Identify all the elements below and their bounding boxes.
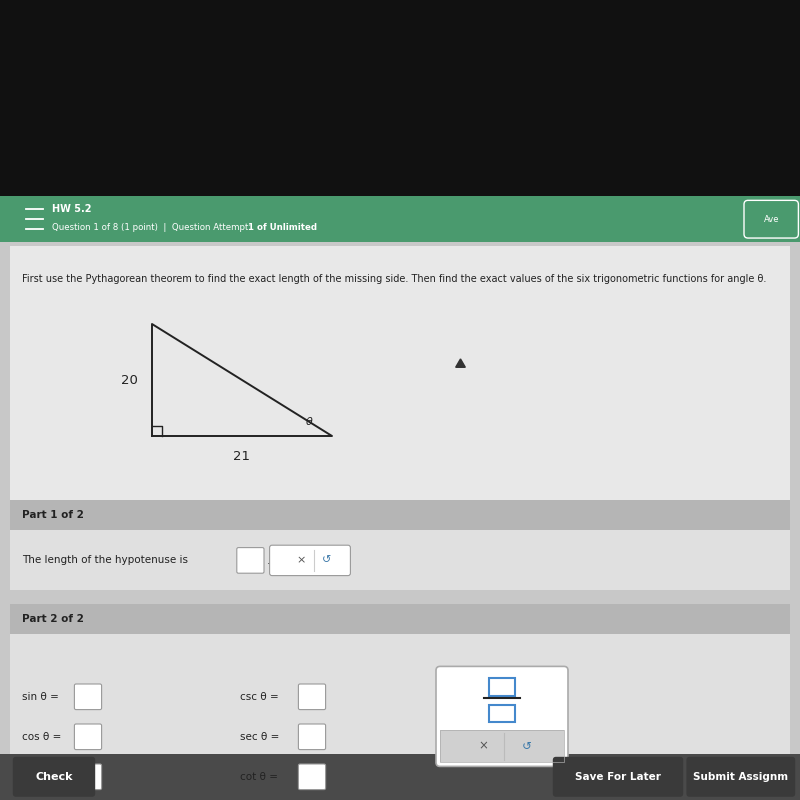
Text: ×: × bbox=[296, 555, 306, 566]
FancyBboxPatch shape bbox=[13, 757, 95, 797]
Bar bbox=[10, 604, 790, 634]
Bar bbox=[0, 754, 800, 800]
FancyBboxPatch shape bbox=[553, 757, 683, 797]
Bar bbox=[440, 730, 564, 762]
Text: Part 2 of 2: Part 2 of 2 bbox=[22, 614, 83, 624]
Text: θ: θ bbox=[306, 417, 313, 426]
Text: Submit Assignm: Submit Assignm bbox=[694, 772, 788, 782]
FancyBboxPatch shape bbox=[298, 684, 326, 710]
FancyBboxPatch shape bbox=[298, 724, 326, 750]
Text: 21: 21 bbox=[234, 450, 250, 462]
Bar bbox=[0, 0, 800, 196]
FancyBboxPatch shape bbox=[237, 547, 264, 573]
Bar bbox=[440, 730, 564, 762]
Text: cos θ =: cos θ = bbox=[22, 732, 61, 742]
Text: ↺: ↺ bbox=[522, 740, 532, 753]
Text: sec θ =: sec θ = bbox=[240, 732, 279, 742]
Text: ×: × bbox=[478, 740, 488, 753]
Text: Part 1 of 2: Part 1 of 2 bbox=[22, 510, 83, 520]
Bar bbox=[10, 246, 790, 500]
FancyBboxPatch shape bbox=[74, 724, 102, 750]
FancyBboxPatch shape bbox=[74, 684, 102, 710]
Bar bbox=[10, 530, 790, 590]
FancyBboxPatch shape bbox=[436, 666, 568, 766]
Bar bbox=[0, 242, 800, 754]
Text: 20: 20 bbox=[121, 374, 138, 386]
Text: Ave: Ave bbox=[763, 214, 779, 224]
Text: cot θ =: cot θ = bbox=[240, 772, 278, 782]
Text: ↺: ↺ bbox=[322, 555, 331, 566]
Text: Check: Check bbox=[35, 772, 73, 782]
Text: tan θ =: tan θ = bbox=[22, 772, 61, 782]
FancyBboxPatch shape bbox=[744, 200, 798, 238]
FancyBboxPatch shape bbox=[490, 705, 515, 722]
FancyBboxPatch shape bbox=[686, 757, 795, 797]
Text: Question 1 of 8 (1 point)  |  Question Attempt:: Question 1 of 8 (1 point) | Question Att… bbox=[52, 223, 254, 232]
FancyBboxPatch shape bbox=[490, 678, 515, 696]
FancyBboxPatch shape bbox=[74, 764, 102, 790]
Bar bbox=[0, 196, 800, 242]
Text: 1 of Unlimited: 1 of Unlimited bbox=[248, 223, 317, 232]
Text: .: . bbox=[266, 554, 270, 567]
Text: csc θ =: csc θ = bbox=[240, 692, 278, 702]
Bar bbox=[10, 500, 790, 530]
FancyBboxPatch shape bbox=[298, 764, 326, 790]
Text: The length of the hypotenuse is: The length of the hypotenuse is bbox=[22, 555, 187, 566]
Text: sin θ =: sin θ = bbox=[22, 692, 58, 702]
Text: First use the Pythagorean theorem to find the exact length of the missing side. : First use the Pythagorean theorem to fin… bbox=[22, 274, 766, 285]
FancyBboxPatch shape bbox=[270, 546, 350, 576]
Text: HW 5.2: HW 5.2 bbox=[52, 204, 91, 214]
Text: Save For Later: Save For Later bbox=[575, 772, 661, 782]
Bar bbox=[10, 634, 790, 774]
